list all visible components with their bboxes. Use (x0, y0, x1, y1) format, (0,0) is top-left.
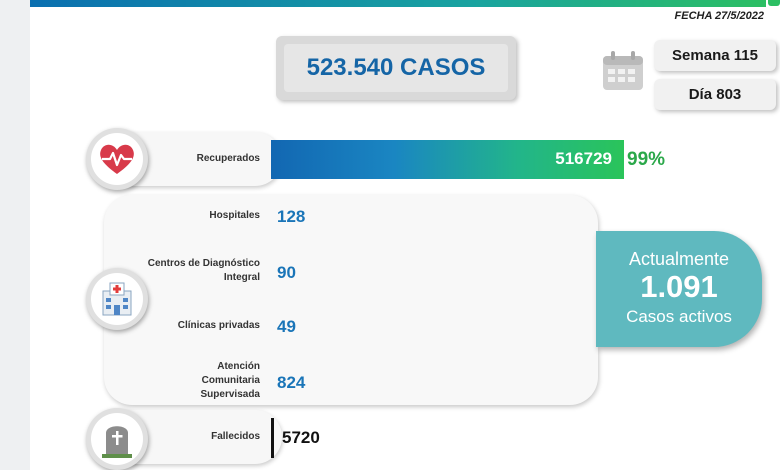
active-cases-line3: Casos activos (626, 307, 732, 326)
hospital-icon-badge (86, 268, 148, 330)
top-banner-cap (768, 0, 780, 6)
deceased-icon-badge (86, 408, 148, 470)
deceased-bar (271, 418, 274, 458)
recovered-icon-badge (86, 128, 148, 190)
total-cases-box: 523.540 CASOS (276, 36, 516, 100)
community-care-value: 824 (277, 373, 306, 392)
active-cases-number: 1.091 (640, 269, 718, 304)
top-banner-strip (30, 0, 766, 7)
active-cases-tab: Actualmente 1.091 Casos activos (596, 231, 762, 347)
private-clinics-label: Clínicas privadas (177, 320, 260, 331)
cdi-value: 90 (277, 263, 296, 282)
tombstone-icon (102, 426, 132, 458)
deceased-value: 5720 (282, 428, 320, 447)
total-cases-value: 523.540 CASOS (284, 44, 508, 92)
hospitals-label: Hospitales (209, 210, 260, 221)
recovered-value: 516729 (555, 149, 612, 168)
recovered-percent: 99% (627, 149, 666, 170)
report-date: FECHA 27/5/2022 (674, 10, 764, 22)
deceased-label: Fallecidos (211, 431, 260, 442)
recovered-bar: 516729 (271, 140, 624, 179)
heart-pulse-icon (100, 144, 134, 174)
hospitalization-panel (104, 195, 598, 405)
recovered-label: Recuperados (196, 153, 260, 164)
hospital-icon (102, 282, 132, 316)
active-cases-line1: Actualmente (628, 249, 730, 269)
hospitals-value: 128 (277, 207, 306, 226)
community-care-label: Atención Comunitaria Supervisada (200, 361, 260, 400)
private-clinics-value: 49 (277, 317, 296, 336)
day-pill: Día 803 (654, 79, 776, 110)
cdi-label: Centros de Diagnóstico Integral (147, 258, 260, 283)
week-pill: Semana 115 (654, 40, 776, 71)
calendar-icon (603, 51, 643, 90)
